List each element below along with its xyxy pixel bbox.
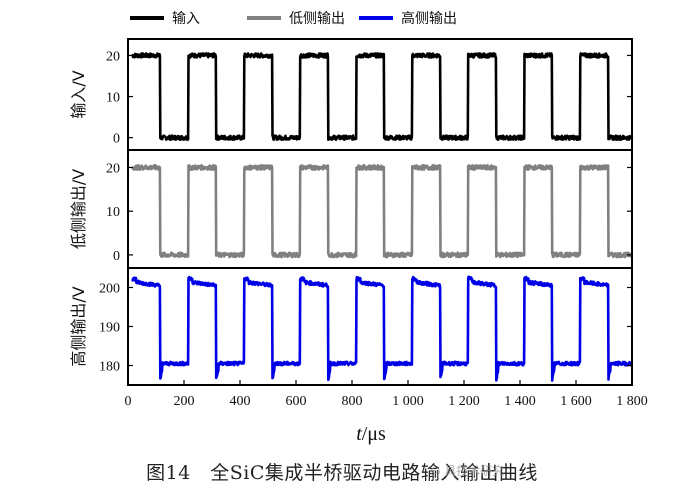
legend: 输入 低侧输出 高侧输出	[130, 10, 457, 27]
y-tick-label: 10	[106, 205, 120, 220]
x-tick-label: 1 000	[392, 394, 424, 409]
series-line-2	[130, 164, 634, 259]
x-tick-label: 1 600	[560, 394, 592, 409]
x-axis: 0 200 400 600 800 1 000 1 200 1 400 1 600 1 800	[125, 380, 648, 409]
y-tick-label: 20	[106, 161, 120, 176]
x-tick-label: 1 400	[504, 394, 536, 409]
x-tick-label: 800	[342, 394, 363, 409]
y-tick-label: 0	[113, 132, 120, 147]
figure: 输入 低侧输出 高侧输出 0 10 20 输入/V 0 10 20 低侧输出/V 180 190 200…	[69, 10, 648, 445]
x-tick-label: 1 200	[448, 394, 480, 409]
y-tick-label: 0	[113, 249, 120, 264]
legend-label-3: 高侧输出	[401, 10, 457, 27]
x-tick-label: 1 800	[616, 394, 648, 409]
figure-caption: 图14 全SiC集成半桥驱动电路输入输出曲线	[146, 462, 538, 484]
x-tick-label: 200	[174, 394, 195, 409]
series-line-3	[131, 275, 634, 382]
y-axis-label-1: 输入/V	[69, 70, 88, 118]
panel-2: 0 10 20 低侧输出/V	[69, 149, 634, 269]
panel-1: 0 10 20 输入/V	[69, 38, 634, 151]
x-tick-label: 400	[230, 394, 251, 409]
panel-3: 180 190 200 高侧输出/V	[69, 267, 634, 386]
y-tick-label: 10	[106, 91, 120, 106]
x-tick-label: 0	[125, 394, 132, 409]
y-tick-label: 180	[99, 360, 120, 375]
panels: 0 10 20 输入/V 0 10 20 低侧输出/V 180 190 200 高侧输出/V	[69, 38, 634, 386]
y-tick-label: 200	[99, 282, 120, 297]
x-tick-label: 600	[286, 394, 307, 409]
y-tick-label: 190	[99, 321, 120, 336]
watermark: ◎ 具技术研究	[430, 464, 505, 478]
legend-label-1: 输入	[172, 11, 200, 27]
y-axis-label-3: 高侧输出/V	[69, 286, 88, 366]
x-axis-label: t/μs	[356, 423, 386, 445]
legend-label-2: 低侧输出	[289, 11, 345, 27]
y-axis-label-2: 低侧输出/V	[69, 169, 88, 249]
y-tick-label: 20	[106, 49, 120, 64]
series-line-1	[131, 52, 634, 141]
